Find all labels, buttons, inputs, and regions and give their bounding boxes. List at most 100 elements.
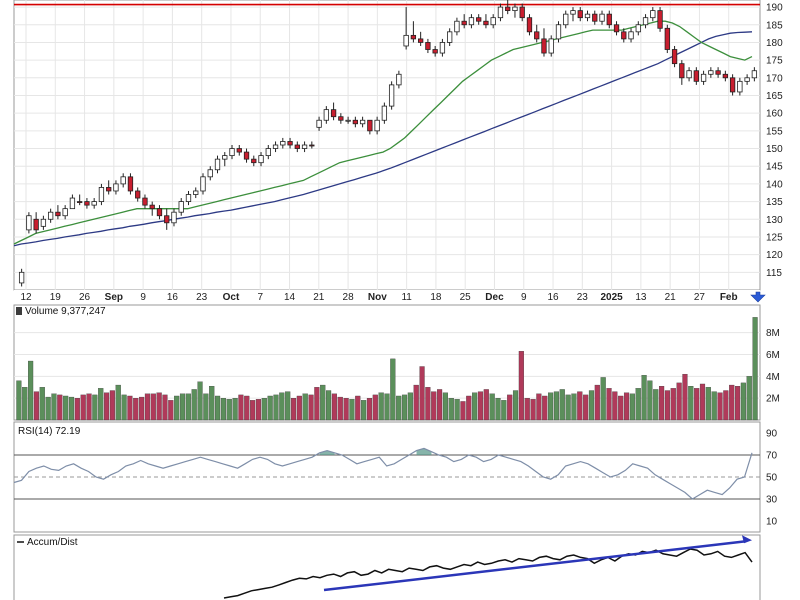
date-tick-label: 7	[257, 292, 263, 303]
accum-dist-frame	[13, 534, 761, 600]
candle-body	[243, 151, 250, 160]
price-tick-label: 165	[766, 91, 783, 102]
candle-body	[563, 13, 569, 26]
candle-body	[294, 144, 300, 149]
volume-bar	[524, 398, 530, 421]
volume-bar	[483, 389, 489, 421]
volume-bar	[401, 394, 408, 421]
volume-bar	[296, 395, 302, 421]
volume-tick-label: 4M	[766, 372, 780, 383]
candle-body	[628, 31, 634, 40]
volume-bar	[174, 395, 180, 421]
volume-bar	[431, 391, 437, 421]
volume-bar	[729, 384, 735, 421]
volume-bar	[653, 389, 659, 421]
volume-bar	[688, 386, 694, 421]
rsi-tick-label: 70	[766, 451, 778, 462]
volume-bar	[477, 391, 484, 421]
volume-bar	[109, 390, 115, 421]
candle-body	[178, 201, 184, 213]
date-axis-band	[14, 290, 760, 305]
candle-body	[156, 208, 163, 217]
candle-body	[77, 201, 83, 203]
volume-bar	[437, 389, 443, 421]
candle-body	[490, 17, 496, 26]
price-tick-label: 185	[766, 20, 783, 31]
candle-body	[316, 119, 322, 128]
candle-body	[330, 109, 337, 118]
volume-bar	[670, 388, 676, 421]
price-tick-label: 120	[766, 250, 783, 261]
candle-body	[722, 73, 729, 79]
volume-bar	[647, 380, 653, 421]
volume-bar	[553, 391, 560, 421]
price-tick-label: 135	[766, 197, 783, 208]
volume-bar	[156, 392, 162, 421]
candle-body	[185, 194, 192, 202]
candle-body	[592, 13, 598, 22]
sma-long-line	[13, 31, 753, 247]
date-tick-label: 9	[521, 292, 527, 303]
candle-body	[650, 10, 656, 19]
volume-bar	[583, 394, 589, 421]
candle-body	[447, 31, 453, 43]
volume-bar	[384, 393, 390, 421]
volume-bar	[512, 390, 519, 421]
date-tick-label: Feb	[720, 292, 738, 303]
candle-body	[751, 70, 758, 79]
price-panel: 115 120 125 130 135 140 145 150 155 160 165 170 175 1…	[13, 0, 783, 291]
date-tick-label: 25	[460, 292, 472, 303]
candle-body	[584, 13, 591, 19]
candle-body	[91, 201, 97, 206]
date-tick-label: 16	[547, 292, 559, 303]
accum-dist-panel: Accum/Dist	[13, 534, 761, 600]
volume-bar	[255, 399, 262, 421]
date-tick-label: 27	[694, 292, 706, 303]
volume-bar	[103, 392, 110, 421]
volume-bar	[501, 400, 507, 421]
price-tick-label: 130	[766, 215, 783, 226]
candle-body	[642, 17, 649, 26]
price-tick-label: 155	[766, 126, 783, 137]
volume-bar	[226, 399, 232, 421]
candle-body	[635, 24, 641, 33]
volume-bar	[495, 398, 501, 421]
candle-body	[229, 148, 235, 157]
volume-bar	[191, 389, 197, 421]
volume-bar	[746, 376, 752, 421]
volume-bar	[250, 400, 256, 421]
price-tick-label: 160	[766, 109, 783, 120]
volume-bar	[717, 392, 723, 421]
volume-bar	[734, 386, 741, 421]
volume-bar	[168, 400, 174, 421]
candle-body	[548, 38, 554, 54]
candle-body	[98, 187, 105, 202]
volume-bar	[22, 387, 28, 421]
date-tick-label: 2025	[600, 292, 623, 303]
date-tick-label: 12	[20, 292, 32, 303]
volume-bar	[378, 392, 384, 421]
volume-bar	[460, 401, 466, 421]
candle-body	[374, 119, 380, 132]
date-tick-label: Dec	[485, 292, 504, 303]
candle-body	[127, 176, 134, 192]
candle-body	[388, 84, 395, 107]
candle-body	[120, 176, 126, 185]
volume-bar	[442, 392, 448, 421]
volume-bar	[419, 366, 425, 421]
volume-bar	[244, 395, 250, 421]
volume-bar	[752, 317, 758, 421]
volume-bar	[92, 394, 98, 421]
volume-bar	[623, 392, 630, 421]
candle-body	[18, 271, 25, 284]
volume-bar	[594, 384, 600, 421]
accum-dist-label: Accum/Dist	[27, 537, 78, 548]
candle-body	[570, 10, 576, 15]
volume-bar	[705, 387, 711, 421]
volume-bar	[290, 398, 297, 421]
volume-bar	[121, 394, 127, 421]
candle-body	[33, 218, 39, 231]
volume-bar	[63, 395, 69, 421]
volume-bar	[542, 395, 548, 421]
volume-bar	[238, 394, 244, 421]
